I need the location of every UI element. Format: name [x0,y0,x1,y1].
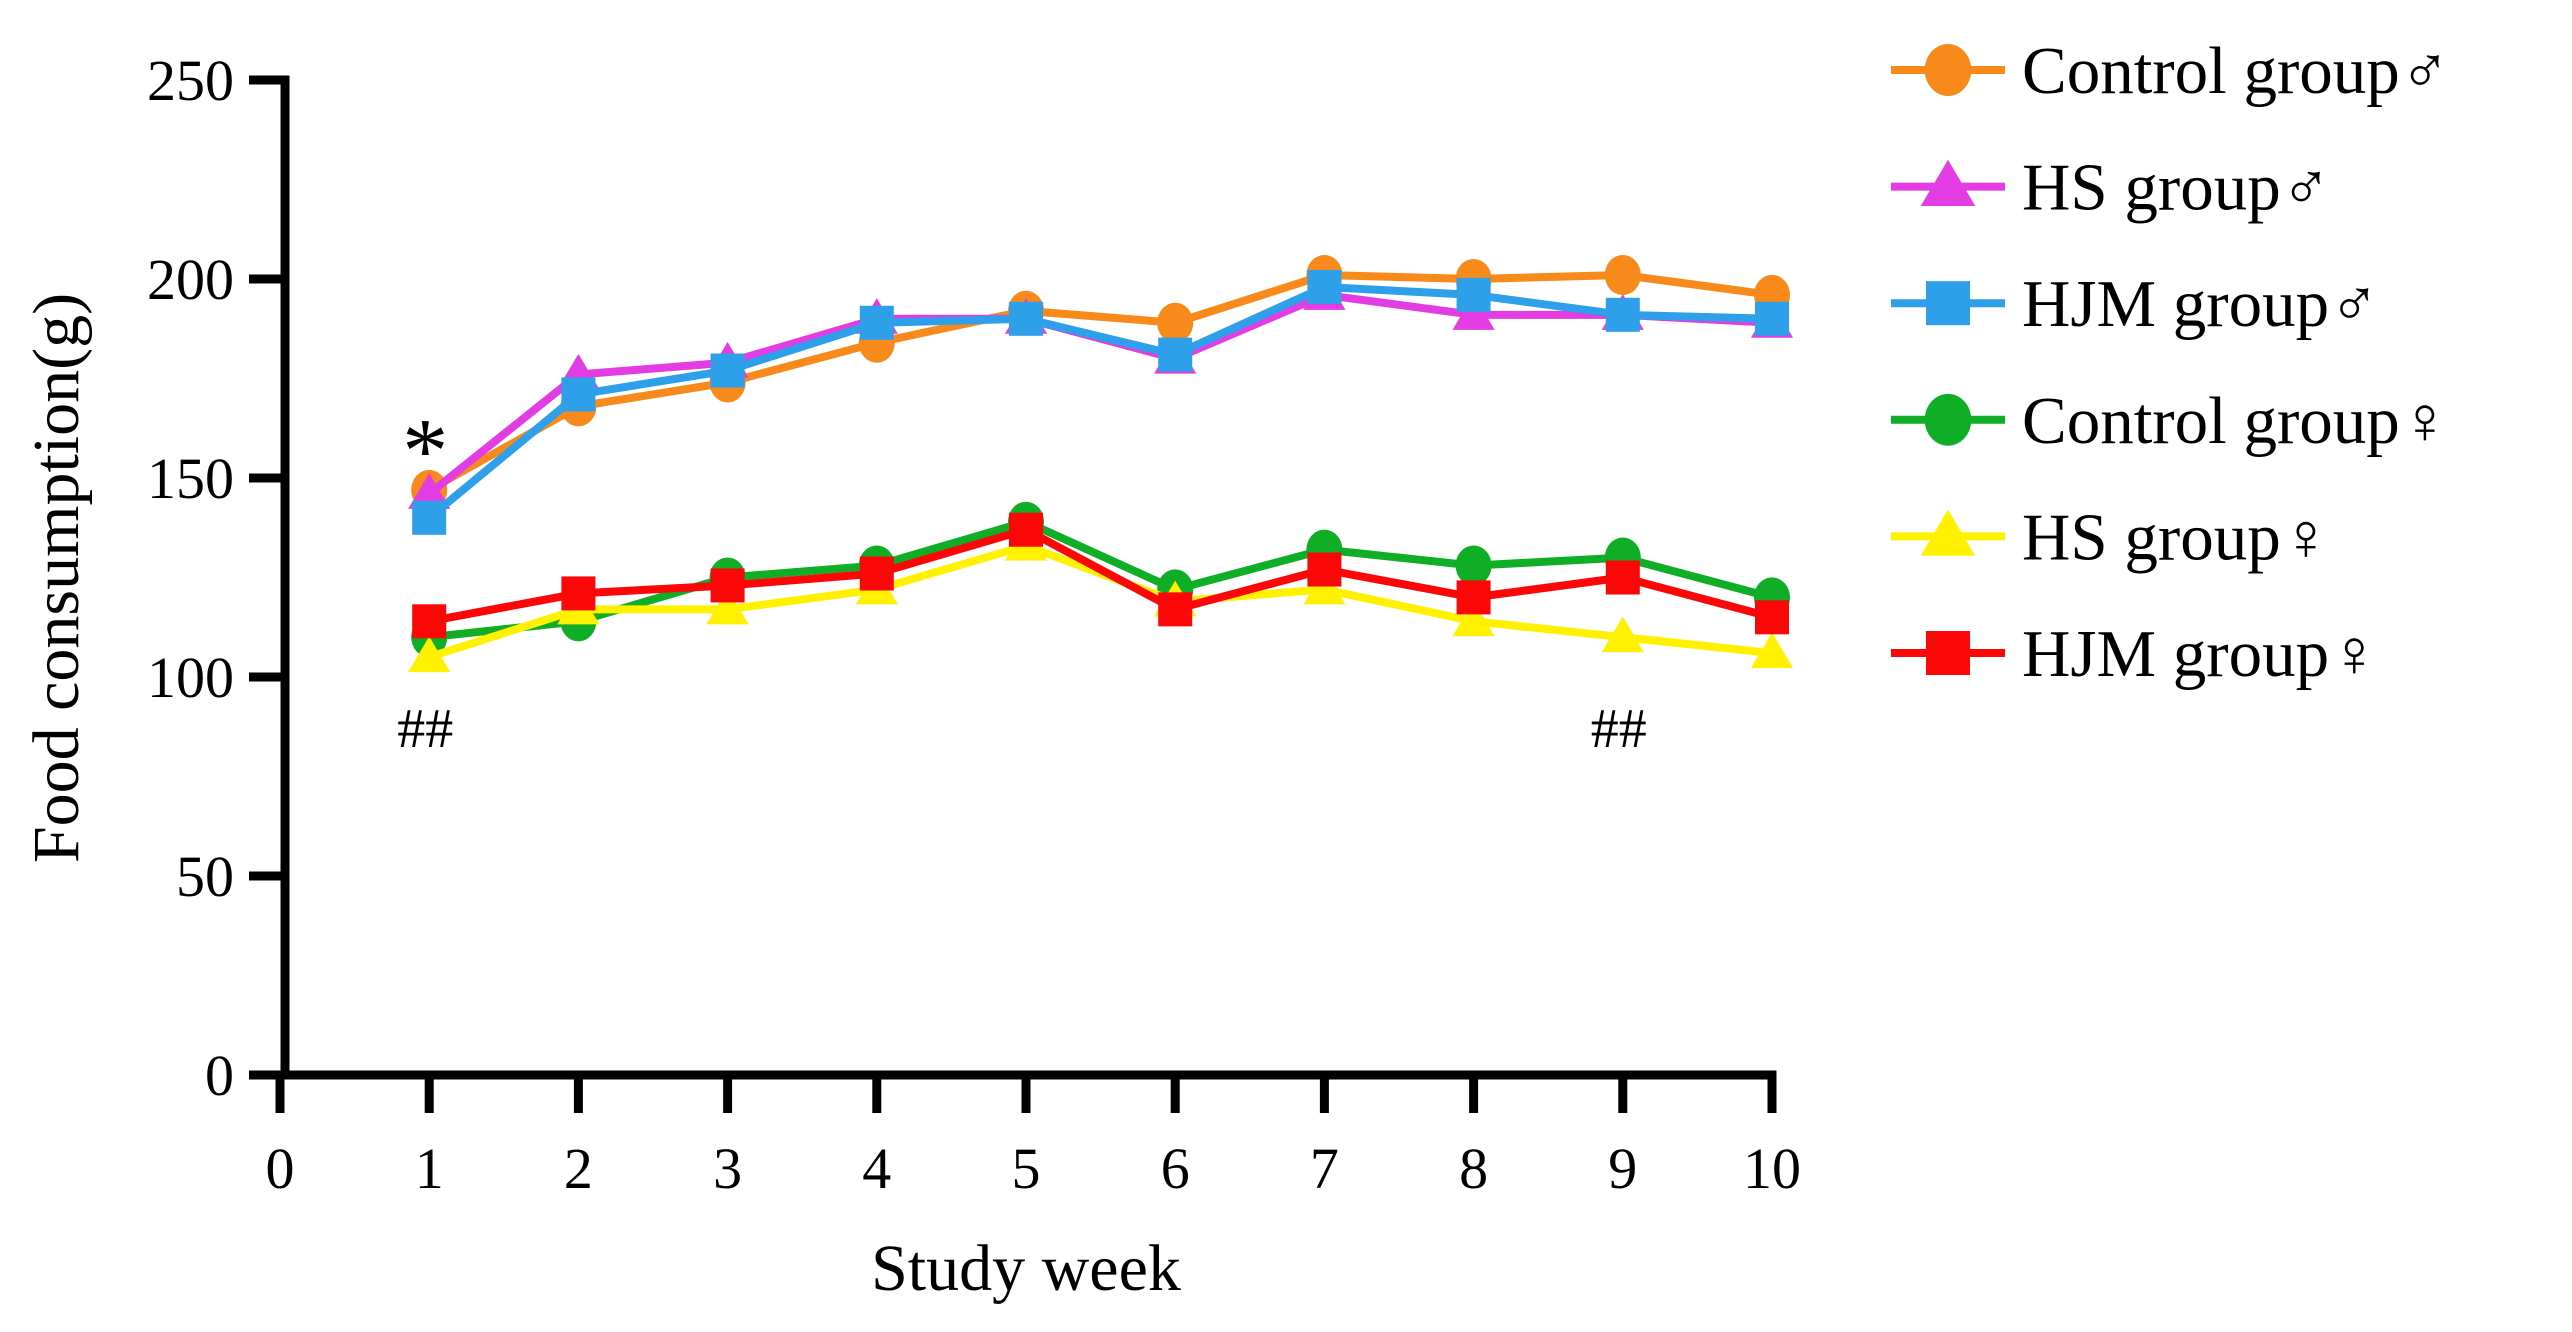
x-tick-label: 0 [266,1136,295,1201]
legend-item-hjm-group-female: HJM group♀ [1891,617,2379,691]
x-tick-label: 10 [1743,1136,1801,1201]
legend-marker-hs-group-male [1920,159,1976,207]
x-tick-label: 2 [564,1136,593,1201]
data-point-hjm-group-female-week-6 [1158,592,1193,627]
data-point-hjm-group-female-week-2 [561,576,596,611]
annotation-hash-week-1: ## [397,698,453,760]
x-tick-label: 3 [713,1136,742,1201]
y-tick-label: 0 [205,1043,234,1108]
y-tick-label: 50 [176,844,234,909]
legend: Control group♂ HS group♂ HJM group♂ Control… [1891,34,2450,691]
data-point-hjm-group-male-week-2 [561,377,596,412]
data-point-hjm-group-male-week-1 [412,500,447,535]
data-point-hjm-group-female-week-9 [1605,560,1640,595]
series-hjm-group-female [412,512,1789,639]
data-point-hjm-group-male-week-8 [1456,277,1491,312]
legend-marker-hjm-group-male [1926,281,1970,326]
legend-item-hs-group-male: HS group♂ [1891,151,2331,225]
series-line-hjm-group-female [428,525,1774,626]
data-point-hjm-group-female-week-1 [412,604,447,639]
data-point-hs-group-female-week-9 [1601,616,1644,653]
x-axis-title: Study week [871,1232,1181,1305]
data-point-hs-group-female-week-7 [1303,568,1346,605]
data-point-hjm-group-male-week-4 [859,305,894,340]
legend-label-control-group-male: Control group♂ [2022,34,2450,108]
legend-label-hjm-group-male: HJM group♂ [2022,267,2379,341]
data-point-hjm-group-female-week-3 [710,568,745,603]
tick-labels: 0 50 100 150 200 250 0 1 2 3 4 5 6 7 8 9 10 [147,48,1801,1201]
data-point-control-group-male-week-6 [1157,302,1194,343]
x-tick-label: 6 [1161,1136,1190,1201]
y-tick-label: 100 [147,645,234,710]
y-tick-label: 200 [147,247,234,312]
legend-marker-hs-group-female [1920,509,1976,556]
series-line-control-group-male [427,271,1773,494]
series-control-group-male [411,254,1791,510]
x-tick-label: 8 [1459,1136,1488,1201]
legend-marker-control-group-female [1924,393,1972,446]
x-tick-label: 7 [1310,1136,1339,1201]
y-tick-label: 250 [147,48,234,113]
annotation-hash-week-9: ## [1591,698,1647,760]
data-point-hjm-group-male-week-3 [710,353,745,388]
series-line-control-group-female [428,517,1774,642]
data-point-control-group-male-week-9 [1604,254,1641,296]
data-point-hjm-group-male-week-7 [1307,269,1342,304]
data-point-hjm-group-male-week-9 [1605,297,1640,332]
data-point-hs-group-male-week-1 [408,473,451,509]
y-tick-label: 150 [147,446,234,511]
axis-frame [280,75,1777,1080]
data-point-hs-group-female-week-8 [1452,600,1495,637]
significance-annotations: * ## ## [397,399,1647,760]
data-point-hs-group-female-week-1 [408,636,451,673]
x-tick-label: 1 [415,1136,444,1201]
data-point-hs-group-female-week-3 [706,588,749,625]
annotation-asterisk-week-1: * [402,399,448,501]
data-series [408,254,1794,673]
legend-marker-control-group-male [1924,44,1972,96]
series-hjm-group-male [412,269,1789,535]
data-point-hjm-group-female-week-5 [1009,512,1043,547]
legend-label-hs-group-male: HS group♂ [2022,151,2331,225]
data-point-hjm-group-female-week-7 [1307,552,1342,587]
legend-item-control-group-female: Control group♀ [1891,384,2450,458]
series-line-hjm-group-male [426,282,1773,521]
legend-label-hjm-group-female: HJM group♀ [2022,617,2379,691]
x-tick-label: 9 [1608,1136,1637,1201]
data-point-hjm-group-male-week-10 [1755,301,1789,336]
legend-item-control-group-male: Control group♂ [1891,34,2450,108]
data-point-hjm-group-male-week-6 [1158,337,1193,372]
data-point-hjm-group-male-week-5 [1009,301,1043,336]
data-point-hjm-group-female-week-8 [1456,580,1491,615]
legend-label-hs-group-female: HS group♀ [2022,500,2331,574]
data-point-hjm-group-female-week-4 [859,556,894,591]
x-tick-label: 5 [1012,1136,1041,1201]
data-point-hs-group-male-week-8 [1452,294,1495,330]
legend-item-hjm-group-male: HJM group♂ [1891,267,2379,341]
x-tick-label: 4 [862,1136,891,1201]
data-point-hjm-group-female-week-10 [1755,600,1789,635]
legend-marker-hjm-group-female [1926,631,1970,675]
axes [249,75,1777,1113]
data-point-control-group-female-week-8 [1455,545,1492,586]
y-axis-title: Food consumption(g) [20,293,93,863]
legend-item-hs-group-female: HS group♀ [1891,500,2331,574]
series-hs-group-female [408,524,1794,673]
legend-label-control-group-female: Control group♀ [2022,384,2450,458]
data-point-hs-group-female-week-10 [1750,632,1794,669]
